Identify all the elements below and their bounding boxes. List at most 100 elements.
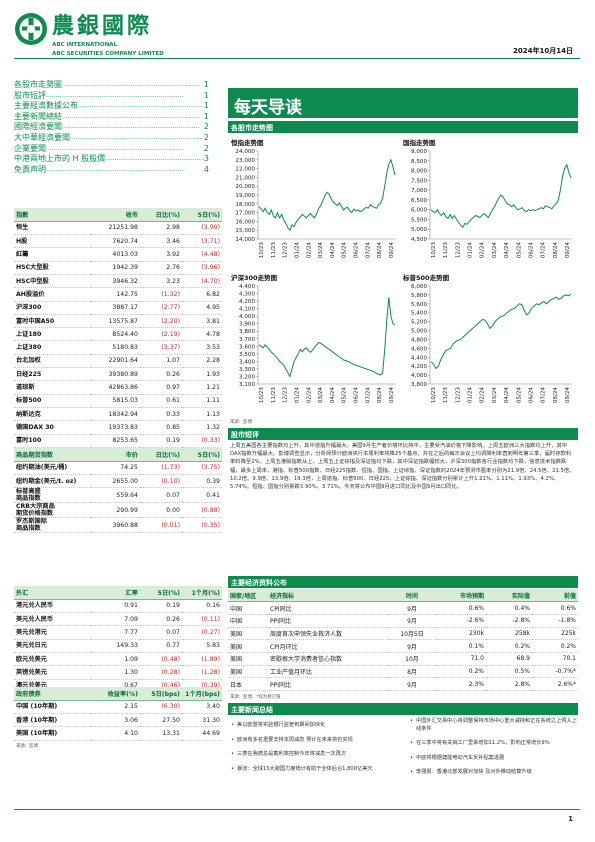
cell-value: CPI同比 [268, 601, 388, 615]
toc-item[interactable]: 各股市走勢圖..................................… [14, 80, 209, 91]
cell-value: 7.77 [90, 625, 140, 640]
table-row: 日经225 39380.89 0.26 1.93 [14, 367, 222, 382]
x-tick-label: 09/24 [565, 387, 571, 404]
table-row: 台北加权 22901.64 1.07 2.28 [14, 354, 222, 369]
cell-value: 2.6%* [532, 677, 578, 691]
cell-value: (3.96) [182, 261, 222, 275]
table-row: 中国 PPI同比 9月 -2.6% -2.8% -1.8% [228, 614, 578, 628]
table-row: 罗杰斯国际 商品指数 3960.88 (0.01) (0.35) [14, 517, 222, 534]
table-row: 香港 (10年期) 3.06 27.50 31.30 [14, 713, 222, 728]
y-tick-label: 4,200 [411, 364, 427, 370]
news-item: 暴涨：全球15大跨国力度统计有助于全体后台1,800亿美元 [231, 766, 401, 774]
column-header: 汇率 [90, 586, 140, 600]
toc-item[interactable]: 企業要聞....................................… [14, 144, 209, 155]
toc-item[interactable]: 國際經濟要聞..................................… [14, 122, 209, 133]
x-tick-label: 10/23 [431, 242, 437, 259]
cell-value: 0.5% [486, 665, 532, 679]
x-tick-label: 08/24 [553, 387, 559, 404]
row-label: 港元兑人民币 [14, 599, 90, 614]
column-header: 1个月(bps) [182, 687, 222, 701]
toc-item-page: 2 [203, 132, 209, 142]
cell-value: 8月 [388, 665, 436, 679]
cell-value: -2.6% [436, 614, 486, 628]
commodity-table: 商品期货指数 市价 日比(%) 5日(%) 纽约期油(美元/桶) 74.25 (1.73)(… [14, 448, 222, 534]
column-header: 市价 [90, 448, 140, 462]
banner-title: 每天导读 [228, 88, 578, 118]
toc-item[interactable]: 中港兩地上市的 H 股股價...........................… [14, 154, 209, 165]
cell-value: PPI同比 [268, 677, 388, 691]
toc-item-label: 主要經濟數據公布 [14, 101, 78, 111]
row-label: 中国 (10年期) [14, 700, 90, 715]
brand-name-en-1: ABC INTERNATIONAL [52, 42, 118, 48]
cell-value: (0.01) [140, 517, 182, 534]
cell-value: 工业产值月环比 [268, 665, 388, 679]
cell-value: 0.19 [140, 434, 182, 448]
cell-value: (2.20) [140, 314, 182, 329]
cell-value: 0.6% [436, 601, 486, 615]
cell-value: 22901.64 [90, 354, 140, 369]
cell-value: 3.23 [140, 274, 182, 289]
cell-value: 3960.88 [90, 517, 140, 534]
toc-leader-dots: ........................................… [62, 81, 200, 88]
toc-leader-dots: ........................................… [46, 144, 184, 152]
cell-value: 1.11 [182, 394, 222, 408]
x-tick-label: 12/23 [455, 242, 461, 259]
cell-value: 0.6% [532, 601, 578, 615]
toc-leader-dots: ........................................… [78, 102, 204, 110]
table-row: CRB大宗商品 期货价格指数 290.99 0.00 (0.88) [14, 502, 222, 519]
toc-item-label: 主要新聞總結 [14, 111, 62, 121]
brand: 農銀國際 ABC INTERNATIONAL ABC SECURITIES CO… [52, 8, 164, 58]
chart-title-sp500: 标普500走势图 [403, 274, 450, 282]
x-tick-label: 01/24 [294, 387, 300, 404]
toc-leader-dots: ........................................… [46, 91, 184, 99]
brand-name-cn: 農銀國際 [52, 13, 153, 39]
cell-value: 密歇根大学消费者信心指数 [268, 652, 388, 666]
toc-item[interactable]: 股市短評....................................… [14, 91, 209, 102]
cell-value: (1.28) [182, 665, 222, 680]
row-label: 美元兑港元 [14, 625, 90, 640]
row-label: HSC中型股 [14, 274, 90, 289]
section-news: 主要新闻总结 [228, 703, 578, 715]
x-tick-label: 06/24 [528, 242, 534, 259]
toc-item[interactable]: 主要經濟數據公布................................… [14, 101, 209, 112]
toc-item[interactable]: 免責声明....................................… [14, 165, 209, 176]
toc-item-page: 2 [203, 122, 209, 132]
row-label: HSC大型股 [14, 261, 90, 275]
y-tick-label: 4,100 [239, 307, 255, 313]
column-header: 5日(%) [182, 448, 222, 462]
x-tick-label: 10/23 [431, 387, 437, 404]
section-charts: 各股市走势图 [228, 121, 578, 133]
source-note-charts: 来源：彭博 [230, 420, 252, 425]
y-tick-label: 3,900 [239, 322, 255, 328]
x-tick-label: 05/24 [516, 387, 522, 404]
y-tick-label: 5,600 [411, 302, 427, 308]
x-tick-label: 09/24 [389, 242, 395, 259]
cell-value: 39380.89 [90, 367, 140, 382]
cell-value: 1.09 [90, 652, 140, 667]
table-row: 纽约期油(美元/桶) 74.25 (1.73) (3.75) [14, 461, 222, 476]
row-label: 紅籌 [14, 247, 90, 262]
row-label: 纳斯达克 [14, 407, 90, 422]
cell-value: (3.71) [182, 234, 222, 249]
toc-item-page: 1 [203, 101, 209, 111]
cell-value: 9月 [388, 614, 436, 628]
y-tick-label: 22,000 [235, 167, 255, 173]
cell-value: 2.76 [140, 261, 182, 275]
news-list-right: 中国外汇交易中心将调整保持市场中心重大减持和正在系统之上购入上线条件在三季中将有… [410, 718, 578, 784]
y-tick-label: 5,500 [411, 217, 427, 223]
toc-leader-dots: ........................................… [105, 155, 204, 163]
row-label: 纽约期油(美元/桶) [14, 461, 90, 476]
table-row: 美国 CPI月环比 9月 0.1% 0.2% 0.2% [228, 639, 578, 653]
cell-value: 1.32 [182, 420, 222, 435]
toc-item[interactable]: 大中華經濟要聞.................................… [14, 133, 209, 144]
table-row: 道琼斯 42863.86 0.97 1.21 [14, 380, 222, 395]
toc-item[interactable]: 主要新聞總結..................................… [14, 112, 209, 123]
table-row: 日本 PPI同比 9月 2.3% 2.8% 2.6%* [228, 677, 578, 691]
cell-value: 74.25 [90, 461, 140, 476]
x-tick-label: 07/24 [541, 242, 547, 259]
row-label: 道琼斯 [14, 380, 90, 395]
row-label: 上证380 [14, 340, 90, 355]
news-item: 欧洲有多名重要支持本周减息 预计在未来将仍实现 [231, 737, 401, 745]
toc-item-page: 1 [203, 80, 209, 89]
cell-value: 3.40 [182, 700, 222, 715]
